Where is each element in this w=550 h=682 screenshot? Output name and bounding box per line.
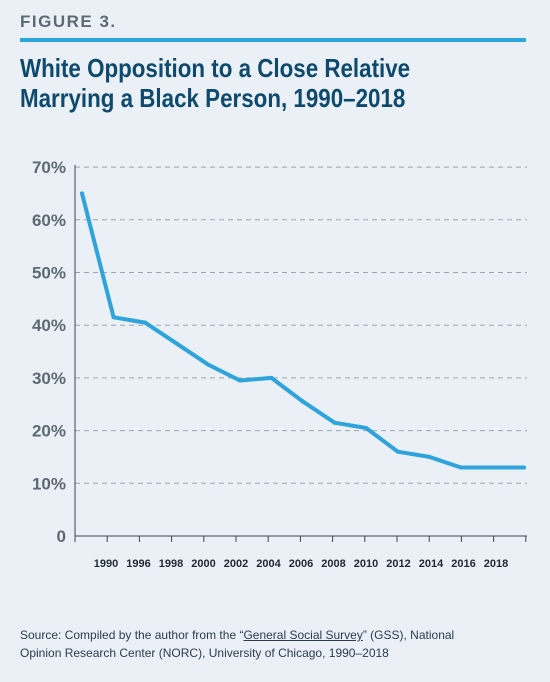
x-tick-label-2018: 2018: [484, 558, 508, 570]
y-tick-label-50: 50%: [32, 264, 66, 283]
x-tick-label-2004: 2004: [256, 558, 281, 570]
title-rule: [20, 38, 526, 42]
data-point-11: [427, 454, 432, 459]
x-tick-label-2008: 2008: [321, 558, 345, 570]
y-tick-label-30: 30%: [32, 369, 66, 388]
data-point-6: [269, 375, 274, 380]
data-point-4: [206, 362, 211, 367]
figure-label: FIGURE 3.: [20, 12, 117, 31]
y-tick-label-20: 20%: [32, 422, 66, 441]
x-tick-label-2010: 2010: [354, 558, 378, 570]
chart-title-line-1: White Opposition to a Close Relative: [20, 53, 411, 83]
chart-title: White Opposition to a Close Relative Mar…: [20, 53, 459, 113]
data-point-2: [143, 320, 148, 325]
data-point-10: [395, 449, 400, 454]
y-tick-label-60: 60%: [32, 211, 66, 230]
series-line: [80, 191, 526, 470]
chart-title-line-2: Marrying a Black Person, 1990–2018: [20, 83, 406, 113]
x-tick-label-2006: 2006: [289, 558, 313, 570]
y-tick-label-0: 0: [57, 527, 66, 546]
data-point-3: [174, 341, 179, 346]
data-point-14: [522, 465, 526, 470]
source-line-2: Opinion Research Center (NORC), Universi…: [20, 646, 389, 660]
x-tick-label-2000: 2000: [191, 558, 215, 570]
y-tick-label-10: 10%: [32, 474, 66, 493]
data-point-1: [111, 315, 116, 320]
y-tick-label-70: 70%: [32, 158, 66, 177]
data-point-0: [80, 191, 84, 196]
x-tick-label-1998: 1998: [159, 558, 183, 570]
x-tick-label-2002: 2002: [224, 558, 248, 570]
x-tick-label-2016: 2016: [451, 558, 475, 570]
y-tick-label-40: 40%: [32, 316, 66, 335]
gss-link[interactable]: General Social Survey: [243, 628, 363, 642]
source-line-1: Source: Compiled by the author from the …: [20, 628, 455, 642]
x-tick-label-1990: 1990: [94, 558, 118, 570]
line-chart: 0 10% 20% 30% 40% 50% 60% 70% 1990 1996 1998 2000 20…: [32, 158, 527, 570]
data-point-9: [364, 425, 369, 430]
data-point-7: [301, 399, 305, 404]
x-tick-label-1996: 1996: [126, 558, 150, 570]
source-note: Source: Compiled by the author from the …: [20, 626, 540, 662]
x-tick-label-2012: 2012: [386, 558, 410, 570]
data-point-13: [490, 465, 495, 470]
data-point-5: [237, 378, 242, 383]
data-point-8: [332, 420, 337, 425]
data-point-12: [458, 465, 463, 470]
x-tick-label-2014: 2014: [419, 558, 444, 570]
